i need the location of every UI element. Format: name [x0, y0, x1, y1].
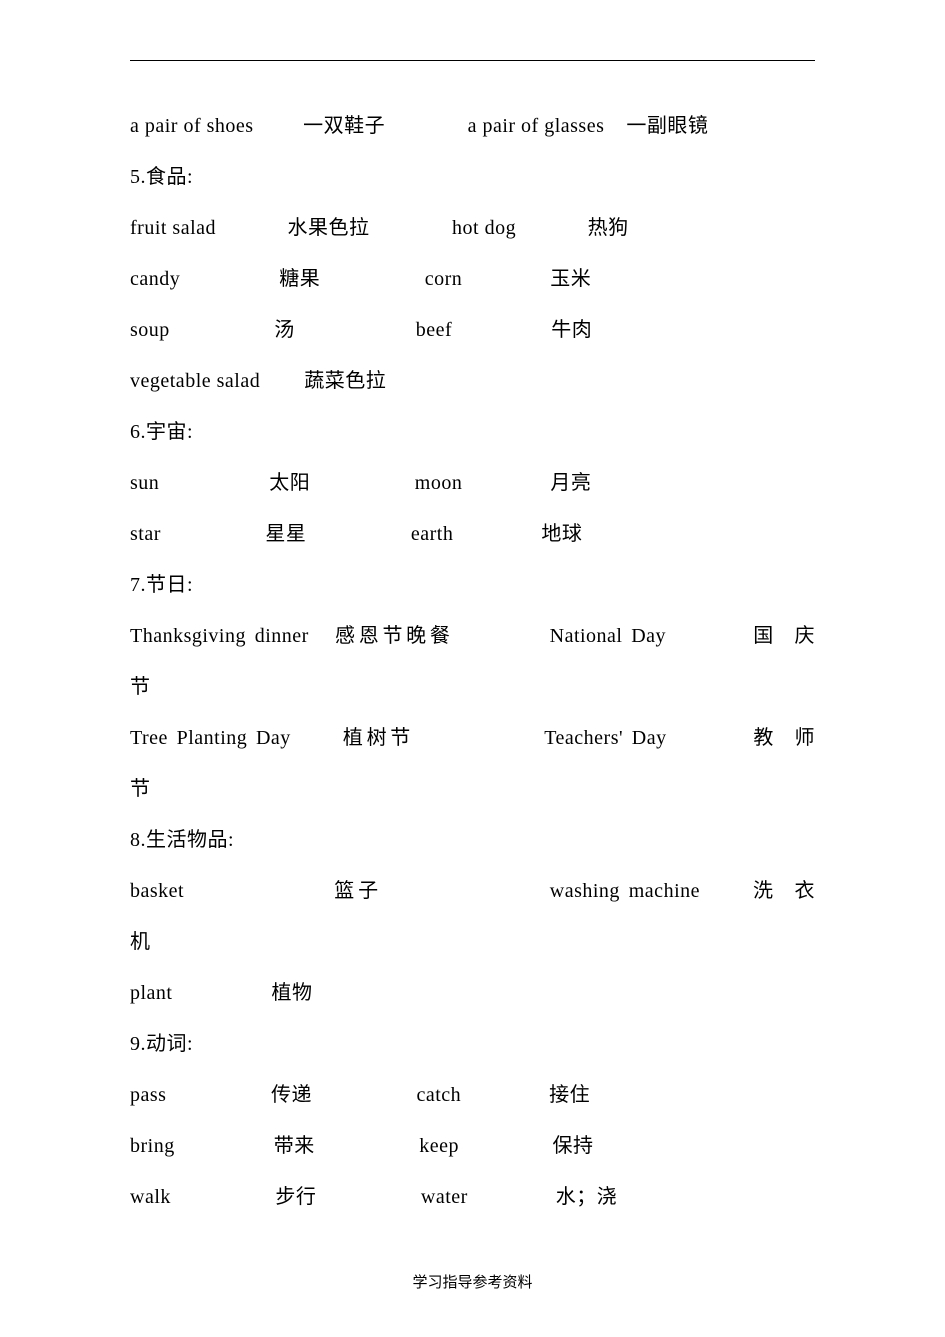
text-line: plant 植物: [130, 968, 815, 1019]
text-line: pass 传递 catch 接住: [130, 1070, 815, 1121]
document-page: a pair of shoes 一双鞋子 a pair of glasses 一…: [0, 0, 945, 1337]
section-heading: 5.食品:: [130, 152, 815, 203]
section-heading: 6.宇宙:: [130, 407, 815, 458]
text-line-continuation: 节: [130, 764, 815, 815]
section-heading: 8.生活物品:: [130, 815, 815, 866]
text-line: sun 太阳 moon 月亮: [130, 458, 815, 509]
text-line: vegetable salad 蔬菜色拉: [130, 356, 815, 407]
section-heading: 9.动词:: [130, 1019, 815, 1070]
text-line-continuation: 节: [130, 662, 815, 713]
text-line: bring 带来 keep 保持: [130, 1121, 815, 1172]
section-heading: 7.节日:: [130, 560, 815, 611]
text-line: Tree Planting Day 植树节 Teachers' Day 教 师: [130, 713, 815, 764]
text-line: a pair of shoes 一双鞋子 a pair of glasses 一…: [130, 101, 815, 152]
page-footer: 学习指导参考资料: [0, 1271, 945, 1292]
text-line: basket 篮子 washing machine 洗 衣: [130, 866, 815, 917]
top-horizontal-rule: [130, 60, 815, 61]
text-line: Thanksgiving dinner 感恩节晚餐 National Day 国…: [130, 611, 815, 662]
text-line: star 星星 earth 地球: [130, 509, 815, 560]
text-line: fruit salad 水果色拉 hot dog 热狗: [130, 203, 815, 254]
text-line-continuation: 机: [130, 917, 815, 968]
text-line: soup 汤 beef 牛肉: [130, 305, 815, 356]
text-line: candy 糖果 corn 玉米: [130, 254, 815, 305]
text-line: walk 步行 water 水；浇: [130, 1172, 815, 1223]
